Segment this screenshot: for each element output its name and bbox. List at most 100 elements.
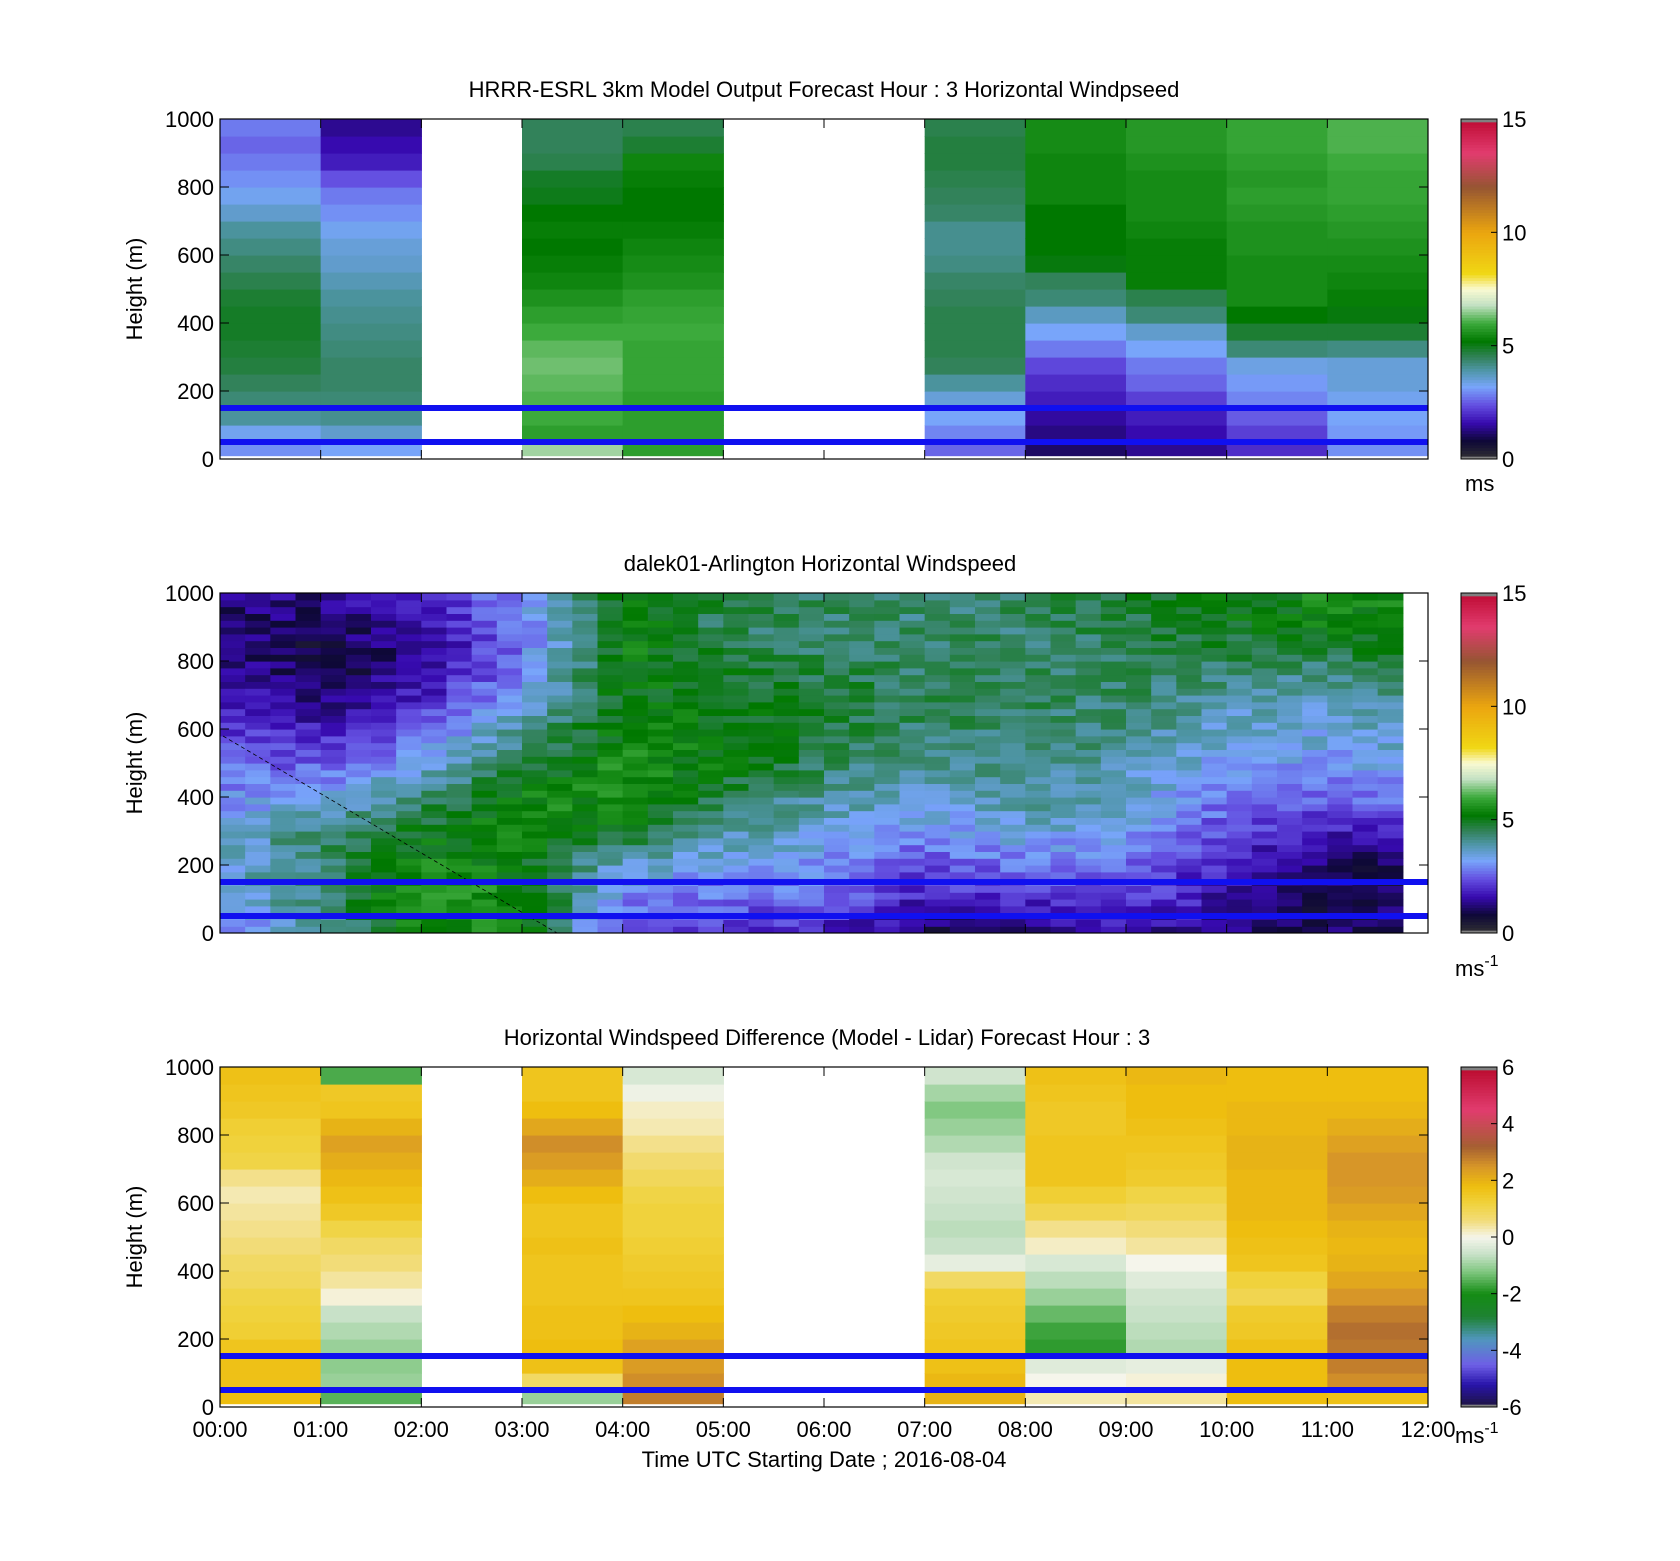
- heatmap-cell: [1327, 1373, 1428, 1391]
- heatmap-cell: [1277, 919, 1303, 927]
- heatmap-cell: [975, 837, 1001, 846]
- heatmap-cell: [1352, 926, 1379, 933]
- heatmap-cell: [1201, 633, 1228, 642]
- heatmap-cell: [1050, 715, 1077, 723]
- heatmap-cell: [975, 661, 1001, 669]
- heatmap-cell: [874, 654, 901, 662]
- heatmap-cell: [220, 810, 246, 818]
- heatmap-cell: [1075, 858, 1102, 866]
- heatmap-cell: [899, 647, 926, 655]
- heatmap-cell: [1352, 783, 1379, 791]
- heatmap-cell: [1226, 783, 1253, 791]
- heatmap-cell: [320, 899, 347, 907]
- heatmap-cell: [723, 865, 750, 873]
- heatmap-cell: [1126, 701, 1152, 710]
- heatmap-cell: [773, 613, 800, 621]
- heatmap-cell: [773, 844, 800, 852]
- heatmap-cell: [1000, 715, 1026, 723]
- heatmap-cell: [371, 803, 397, 812]
- heatmap-cell: [924, 1220, 1026, 1238]
- heatmap-cell: [572, 627, 599, 635]
- heatmap-cell: [1277, 749, 1303, 757]
- heatmap-cell: [396, 695, 422, 703]
- heatmap-cell: [446, 742, 473, 750]
- heatmap-cell: [446, 701, 473, 710]
- heatmap-cell: [1327, 1356, 1428, 1374]
- heatmap-cell: [849, 776, 875, 784]
- heatmap-cell: [874, 919, 901, 927]
- heatmap-cell: [1226, 661, 1253, 669]
- heatmap-cell: [1377, 824, 1404, 832]
- heatmap-cell: [949, 647, 976, 655]
- colorbar-segment: [1461, 320, 1497, 324]
- heatmap-cell: [396, 613, 422, 621]
- heatmap-cell: [849, 837, 875, 846]
- heatmap-cell: [295, 831, 322, 839]
- heatmap-cell: [748, 865, 775, 873]
- heatmap-cell: [622, 742, 649, 750]
- heatmap-cell: [1025, 763, 1052, 771]
- heatmap-cell: [975, 606, 1001, 614]
- heatmap-cell: [824, 899, 850, 907]
- y-axis-label: Height (m): [122, 238, 147, 341]
- colorbar-segment: [1461, 184, 1497, 188]
- heatmap-cell: [622, 1373, 724, 1391]
- heatmap-cell: [975, 926, 1001, 933]
- heatmap-cell: [295, 701, 322, 710]
- heatmap-cell: [1075, 627, 1102, 635]
- heatmap-cell: [1377, 817, 1404, 825]
- heatmap-cell: [773, 899, 800, 907]
- heatmap-cell: [1352, 722, 1379, 730]
- heatmap-cell: [975, 871, 1001, 880]
- heatmap-cell: [874, 892, 901, 900]
- heatmap-cell: [1226, 722, 1253, 730]
- heatmap-cell: [1251, 865, 1278, 873]
- heatmap-cell: [1327, 306, 1428, 324]
- heatmap-cell: [1000, 735, 1026, 744]
- heatmap-cell: [1327, 926, 1354, 933]
- heatmap-cell: [748, 844, 775, 852]
- heatmap-cell: [320, 442, 422, 457]
- colorbar-segment: [1461, 124, 1497, 128]
- heatmap-cell: [371, 749, 397, 757]
- colorbar-segment: [1461, 663, 1497, 668]
- heatmap-cell: [1251, 633, 1278, 642]
- colorbar-segment: [1461, 1339, 1497, 1343]
- heatmap-cell: [1100, 640, 1127, 648]
- heatmap-cell: [1025, 790, 1052, 798]
- heatmap-cell: [1377, 647, 1404, 655]
- heatmap-cell: [270, 905, 297, 914]
- heatmap-cell: [1201, 735, 1228, 744]
- heatmap-cell: [270, 783, 297, 791]
- heatmap-cell: [345, 892, 372, 900]
- heatmap-cell: [446, 695, 473, 703]
- heatmap-cell: [320, 701, 347, 710]
- heatmap-cell: [949, 674, 976, 682]
- heatmap-cell: [446, 837, 473, 846]
- heatmap-cell: [773, 797, 800, 805]
- heatmap-cell: [1025, 1220, 1127, 1238]
- heatmap-cell: [1201, 620, 1228, 628]
- heatmap-cell: [773, 858, 800, 866]
- heatmap-cell: [522, 749, 548, 757]
- heatmap-cell: [622, 599, 649, 608]
- heatmap-cell: [1226, 865, 1253, 873]
- heatmap-cell: [320, 613, 347, 621]
- heatmap-cell: [975, 810, 1001, 818]
- heatmap-cell: [748, 810, 775, 818]
- heatmap-cell: [1151, 613, 1177, 621]
- colorbar-segment: [1461, 328, 1497, 332]
- heatmap-cell: [924, 776, 951, 784]
- heatmap-cell: [975, 688, 1001, 696]
- heatmap-cell: [471, 654, 498, 662]
- colorbar-segment: [1461, 1282, 1497, 1286]
- heatmap-cell: [924, 442, 1026, 457]
- heatmap-cell: [1050, 865, 1077, 873]
- heatmap-cell: [320, 722, 347, 730]
- heatmap-cell: [1100, 817, 1127, 825]
- heatmap-cell: [295, 756, 322, 764]
- heatmap-cell: [1377, 919, 1404, 927]
- heatmap-cell: [673, 769, 699, 778]
- heatmap-cell: [1201, 667, 1228, 676]
- colorbar-segment: [1461, 121, 1497, 126]
